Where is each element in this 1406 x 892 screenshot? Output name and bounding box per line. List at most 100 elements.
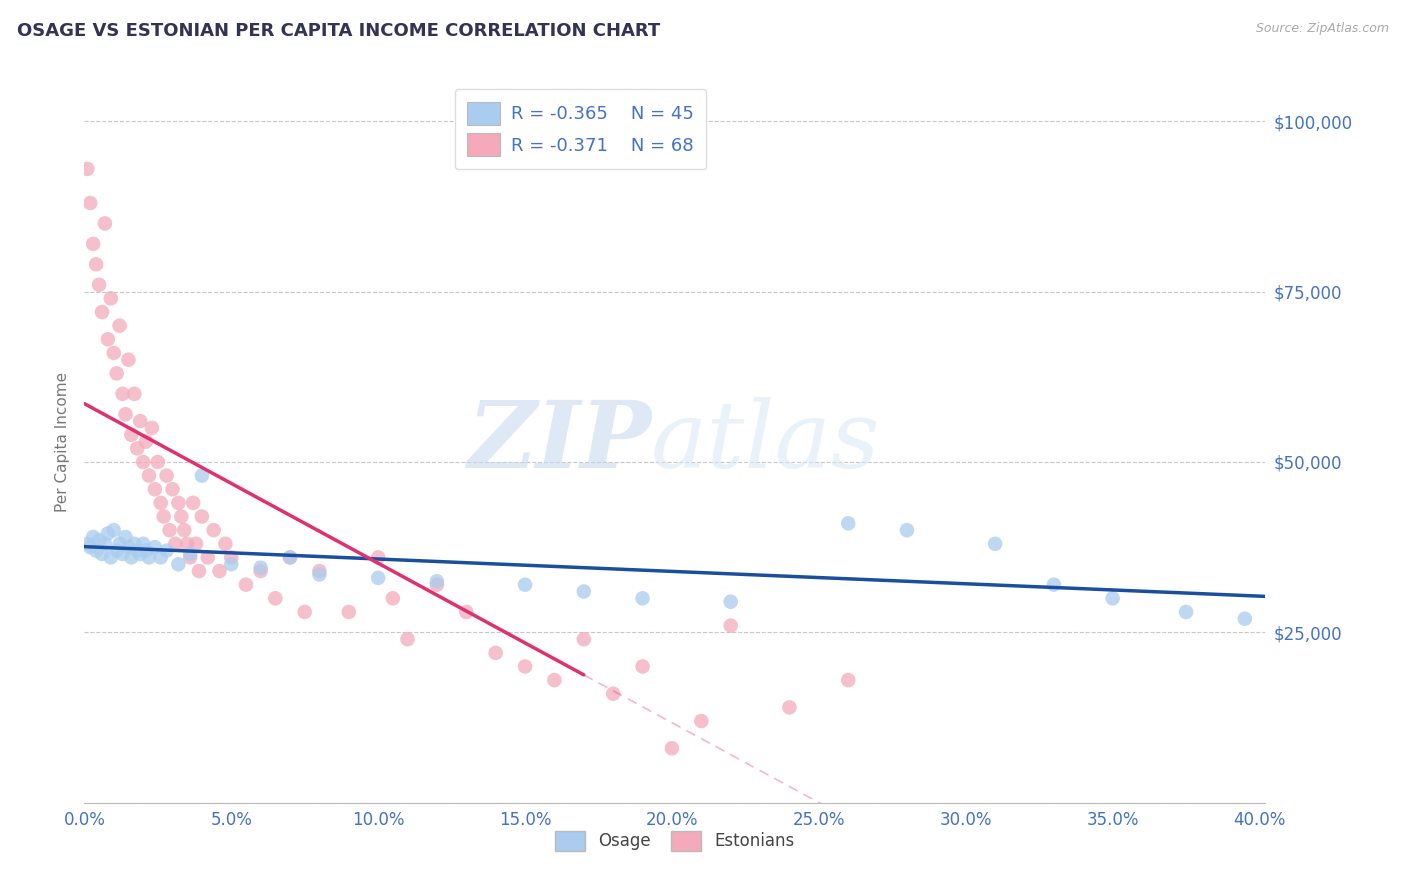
Point xyxy=(94,216,117,230)
Point xyxy=(100,292,122,306)
Point xyxy=(984,537,1007,551)
Point xyxy=(84,257,107,271)
Point xyxy=(76,537,98,551)
Point xyxy=(105,543,128,558)
Point xyxy=(337,605,360,619)
Point xyxy=(156,543,179,558)
Point xyxy=(191,509,214,524)
Point xyxy=(91,305,114,319)
Point xyxy=(367,550,389,565)
Point xyxy=(100,550,122,565)
Point xyxy=(124,537,146,551)
Point xyxy=(631,659,654,673)
Point xyxy=(179,550,201,565)
Point xyxy=(235,577,257,591)
Point xyxy=(778,700,800,714)
Point xyxy=(426,574,449,589)
Text: Source: ZipAtlas.com: Source: ZipAtlas.com xyxy=(1256,22,1389,36)
Point xyxy=(308,564,330,578)
Point xyxy=(129,547,152,561)
Point xyxy=(91,547,114,561)
Point xyxy=(103,523,125,537)
Point xyxy=(87,277,110,292)
Point xyxy=(149,496,172,510)
Point xyxy=(114,407,136,421)
Point xyxy=(208,564,231,578)
Y-axis label: Per Capita Income: Per Capita Income xyxy=(55,371,70,512)
Point xyxy=(97,526,120,541)
Point xyxy=(105,367,128,381)
Point xyxy=(396,632,419,647)
Point xyxy=(572,632,595,647)
Point xyxy=(146,455,169,469)
Point xyxy=(94,537,117,551)
Point xyxy=(82,236,104,251)
Point xyxy=(111,387,134,401)
Point xyxy=(162,482,184,496)
Point xyxy=(132,537,155,551)
Point xyxy=(381,591,404,606)
Point xyxy=(485,646,508,660)
Point xyxy=(896,523,918,537)
Point xyxy=(84,543,107,558)
Point xyxy=(135,434,157,449)
Point xyxy=(219,558,242,572)
Point xyxy=(176,537,198,551)
Point xyxy=(117,540,139,554)
Point xyxy=(219,550,242,565)
Legend: Osage, Estonians: Osage, Estonians xyxy=(547,822,803,860)
Point xyxy=(132,455,155,469)
Point xyxy=(308,567,330,582)
Point xyxy=(278,550,301,565)
Point xyxy=(572,584,595,599)
Point xyxy=(143,540,166,554)
Point xyxy=(426,577,449,591)
Text: atlas: atlas xyxy=(651,397,880,486)
Point xyxy=(367,571,389,585)
Point xyxy=(837,516,859,531)
Point xyxy=(127,543,149,558)
Point xyxy=(602,687,624,701)
Point xyxy=(170,509,193,524)
Point xyxy=(165,537,187,551)
Point xyxy=(114,530,136,544)
Point xyxy=(184,537,207,551)
Point xyxy=(837,673,859,687)
Point xyxy=(135,543,157,558)
Point xyxy=(1101,591,1123,606)
Point xyxy=(120,550,142,565)
Point xyxy=(138,468,160,483)
Point xyxy=(690,714,713,728)
Point xyxy=(249,564,271,578)
Point xyxy=(720,595,742,609)
Point xyxy=(1175,605,1198,619)
Point xyxy=(76,161,98,176)
Text: OSAGE VS ESTONIAN PER CAPITA INCOME CORRELATION CHART: OSAGE VS ESTONIAN PER CAPITA INCOME CORR… xyxy=(17,22,661,40)
Point xyxy=(214,537,236,551)
Point xyxy=(141,421,163,435)
Point xyxy=(124,387,146,401)
Point xyxy=(117,352,139,367)
Point xyxy=(149,550,172,565)
Point xyxy=(513,577,536,591)
Point xyxy=(167,558,190,572)
Point xyxy=(187,564,209,578)
Point xyxy=(127,442,149,456)
Point xyxy=(79,196,101,211)
Point xyxy=(513,659,536,673)
Point xyxy=(143,482,166,496)
Point xyxy=(129,414,152,428)
Point xyxy=(631,591,654,606)
Point xyxy=(278,550,301,565)
Point xyxy=(720,618,742,632)
Point xyxy=(661,741,683,756)
Point xyxy=(173,523,195,537)
Point xyxy=(1233,612,1256,626)
Point xyxy=(111,547,134,561)
Point xyxy=(120,427,142,442)
Point xyxy=(167,496,190,510)
Point xyxy=(103,346,125,360)
Point xyxy=(156,468,179,483)
Point xyxy=(87,533,110,548)
Point xyxy=(138,550,160,565)
